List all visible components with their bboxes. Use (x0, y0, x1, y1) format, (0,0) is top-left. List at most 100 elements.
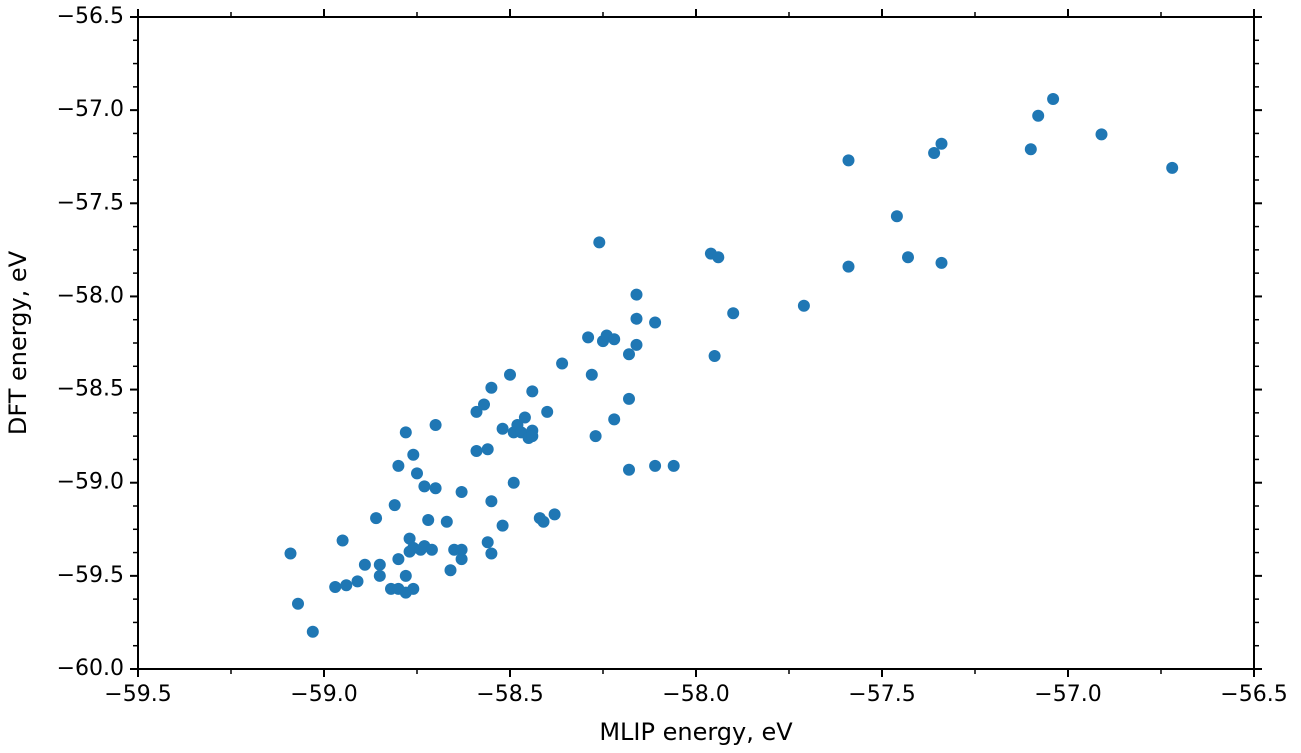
data-point (358, 558, 371, 571)
data-point (797, 299, 810, 312)
data-point (485, 381, 498, 394)
data-point (411, 467, 423, 480)
data-point (548, 508, 561, 521)
data-point (329, 581, 342, 593)
data-point (429, 482, 442, 495)
data-point (608, 413, 621, 426)
data-point (403, 532, 416, 545)
data-point (630, 312, 643, 325)
y-tick-label: −56.5 (57, 4, 124, 29)
data-point (470, 405, 483, 418)
x-tick-label: −57.5 (848, 682, 915, 707)
data-point (399, 569, 412, 582)
ticks-layer: −59.5 −59.0 −58.5 −58.0 −57.5 −57.0 −56.5 −60.0… (57, 4, 1288, 707)
data-point (292, 597, 304, 610)
y-tick-label: −59.5 (57, 563, 124, 588)
data-point (429, 419, 442, 431)
data-point (649, 316, 662, 329)
data-point (585, 368, 598, 381)
data-point (455, 553, 468, 566)
data-point (336, 534, 349, 547)
data-point (526, 430, 539, 443)
y-tick-label: −58.5 (57, 377, 124, 402)
data-point (842, 260, 855, 273)
data-point (392, 459, 405, 472)
data-point (504, 368, 516, 381)
data-point (935, 137, 948, 150)
data-point (928, 147, 941, 159)
data-point (370, 512, 383, 525)
data-point (712, 251, 725, 264)
data-point (496, 422, 509, 435)
data-point (842, 154, 855, 167)
data-point (1166, 161, 1179, 174)
data-point (399, 426, 412, 439)
data-point (455, 486, 468, 498)
data-point (455, 543, 468, 556)
data-point (425, 543, 438, 556)
data-point (593, 236, 606, 249)
x-tick-label: −59.0 (290, 682, 357, 707)
data-point (407, 582, 420, 595)
data-point (608, 333, 621, 346)
data-point (373, 569, 386, 582)
data-point (1024, 143, 1037, 156)
x-axis-label: MLIP energy, eV (599, 718, 793, 746)
data-point (526, 385, 539, 398)
x-tick-label: −57.0 (1034, 682, 1101, 707)
data-point (1047, 93, 1060, 105)
data-point (481, 443, 494, 456)
data-point (623, 348, 635, 361)
data-point (485, 547, 498, 560)
data-point (470, 445, 483, 457)
data-point (556, 357, 569, 370)
x-tick-label: −58.5 (476, 682, 543, 707)
data-point (541, 405, 554, 418)
data-point (1095, 128, 1108, 141)
points-layer (284, 93, 1179, 638)
data-point (392, 553, 405, 566)
data-point (1032, 109, 1045, 122)
x-tick-label: −59.5 (104, 682, 171, 707)
data-point (902, 251, 914, 264)
x-tick-label: −58.0 (662, 682, 729, 707)
data-point (667, 459, 680, 472)
data-point (537, 515, 550, 528)
y-tick-label: −60.0 (57, 656, 124, 681)
data-point (418, 480, 431, 493)
data-point (623, 463, 635, 476)
data-point (306, 625, 319, 638)
y-tick-label: −58.0 (57, 283, 124, 308)
data-point (284, 547, 297, 560)
data-point (890, 210, 903, 223)
data-point (478, 398, 490, 411)
data-point (708, 350, 721, 362)
data-point (351, 575, 364, 588)
x-tick-label: −56.5 (1220, 682, 1287, 707)
data-point (623, 392, 635, 405)
data-point (481, 536, 494, 549)
data-point (422, 514, 435, 526)
y-tick-label: −59.0 (57, 470, 124, 495)
data-point (507, 476, 520, 489)
data-point (407, 448, 420, 461)
data-point (630, 338, 643, 351)
data-point (388, 499, 401, 512)
data-point (373, 558, 386, 571)
data-point (582, 331, 595, 344)
data-point (589, 430, 602, 443)
data-point (485, 495, 498, 508)
data-point (518, 411, 531, 424)
y-tick-label: −57.0 (57, 97, 124, 122)
plot-frame (137, 16, 1255, 670)
data-point (340, 579, 353, 592)
data-point (935, 256, 948, 269)
data-point (444, 564, 457, 577)
y-tick-label: −57.5 (57, 190, 124, 215)
data-point (630, 288, 643, 301)
data-point (649, 459, 662, 472)
data-point (496, 519, 509, 532)
y-axis-label: DFT energy, eV (4, 250, 32, 435)
